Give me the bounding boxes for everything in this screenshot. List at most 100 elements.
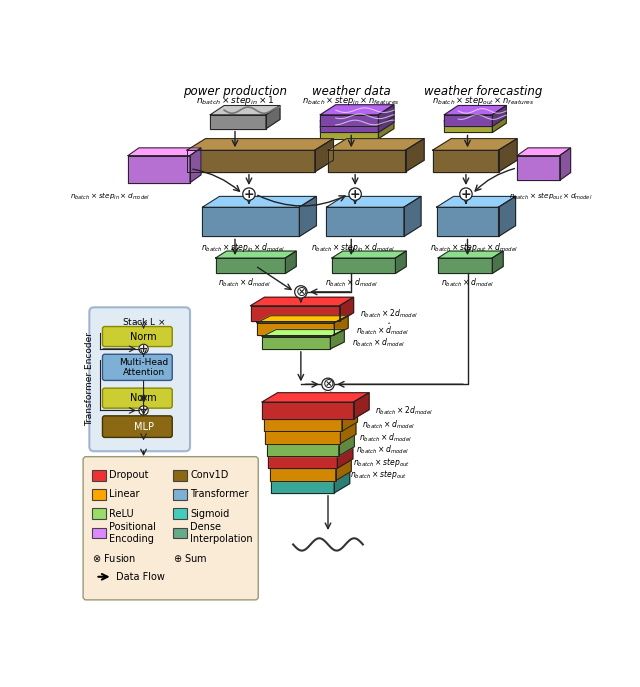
- Polygon shape: [202, 196, 316, 207]
- FancyBboxPatch shape: [83, 457, 259, 600]
- Polygon shape: [315, 139, 333, 172]
- Text: $\oplus$ Sum: $\oplus$ Sum: [173, 552, 207, 564]
- Polygon shape: [187, 139, 333, 150]
- Text: $n_{batch}\times step_{in}\times d_{model}$: $n_{batch}\times step_{in}\times d_{mode…: [70, 191, 149, 202]
- Polygon shape: [332, 251, 406, 258]
- Polygon shape: [264, 419, 342, 431]
- Polygon shape: [433, 139, 517, 150]
- Text: $n_{batch}\times \hat{d}_{model}$: $n_{batch}\times \hat{d}_{model}$: [356, 321, 409, 337]
- Polygon shape: [560, 148, 571, 180]
- Polygon shape: [187, 150, 315, 172]
- Polygon shape: [499, 196, 516, 236]
- Polygon shape: [190, 148, 201, 183]
- Polygon shape: [262, 337, 330, 349]
- FancyBboxPatch shape: [102, 416, 172, 438]
- Polygon shape: [438, 251, 503, 258]
- Text: +: +: [244, 188, 254, 201]
- Text: $n_{batch}\times step_{out}\times n_{features}$: $n_{batch}\times step_{out}\times n_{fea…: [432, 94, 534, 107]
- Polygon shape: [300, 196, 316, 236]
- Text: $n_{batch}\times step_{in}\times d_{model}$: $n_{batch}\times step_{in}\times d_{mode…: [201, 240, 285, 254]
- Polygon shape: [320, 117, 394, 127]
- Polygon shape: [268, 447, 353, 456]
- Polygon shape: [320, 121, 378, 133]
- Polygon shape: [492, 112, 506, 133]
- Text: weather forecasting: weather forecasting: [424, 85, 542, 98]
- Polygon shape: [444, 121, 492, 133]
- Polygon shape: [340, 297, 353, 321]
- Text: ReLU: ReLU: [109, 508, 134, 519]
- FancyBboxPatch shape: [173, 489, 187, 499]
- FancyBboxPatch shape: [173, 508, 187, 519]
- Text: $n_{batch}\times step_{in}\times d_{model}$: $n_{batch}\times step_{in}\times d_{mode…: [311, 240, 395, 254]
- FancyBboxPatch shape: [102, 326, 172, 346]
- Polygon shape: [320, 127, 378, 139]
- Polygon shape: [433, 150, 499, 172]
- Polygon shape: [265, 431, 340, 444]
- Circle shape: [349, 188, 362, 200]
- Polygon shape: [334, 471, 349, 493]
- Polygon shape: [270, 459, 351, 469]
- Polygon shape: [378, 117, 394, 139]
- FancyBboxPatch shape: [92, 470, 106, 480]
- Polygon shape: [270, 469, 336, 480]
- Polygon shape: [517, 155, 560, 180]
- Polygon shape: [517, 148, 571, 155]
- Polygon shape: [326, 207, 404, 236]
- Polygon shape: [330, 330, 344, 349]
- Polygon shape: [336, 459, 351, 480]
- FancyBboxPatch shape: [92, 508, 106, 519]
- Text: $\otimes$: $\otimes$: [322, 377, 334, 392]
- Text: Norm: Norm: [130, 332, 157, 341]
- Polygon shape: [492, 251, 503, 273]
- Text: MLP: MLP: [134, 422, 154, 431]
- Circle shape: [460, 188, 472, 200]
- Polygon shape: [210, 115, 266, 128]
- Text: $n_{batch}\times d_{model}$: $n_{batch}\times d_{model}$: [352, 337, 405, 349]
- Polygon shape: [444, 112, 506, 121]
- Text: Positional
Encoding: Positional Encoding: [109, 522, 156, 543]
- Text: +: +: [139, 405, 148, 416]
- Polygon shape: [271, 480, 334, 493]
- Polygon shape: [339, 434, 355, 456]
- Text: Multi-Head
Attention: Multi-Head Attention: [119, 358, 168, 377]
- Text: Dropout: Dropout: [109, 470, 149, 480]
- Text: Transformer: Transformer: [190, 489, 248, 499]
- Text: weather data: weather data: [312, 85, 390, 98]
- Polygon shape: [262, 393, 369, 402]
- Circle shape: [322, 378, 334, 390]
- Text: +: +: [350, 188, 360, 201]
- Polygon shape: [328, 150, 406, 172]
- Polygon shape: [257, 316, 348, 323]
- Text: Dense
Interpolation: Dense Interpolation: [190, 522, 253, 543]
- Text: Linear: Linear: [109, 489, 140, 499]
- Circle shape: [139, 406, 148, 415]
- Polygon shape: [216, 258, 285, 273]
- FancyBboxPatch shape: [173, 470, 187, 480]
- Text: $n_{batch}\times d_{model}$: $n_{batch}\times d_{model}$: [324, 276, 378, 289]
- Text: $n_{batch}\times step_{out}$: $n_{batch}\times step_{out}$: [353, 455, 410, 469]
- Polygon shape: [250, 306, 340, 321]
- Text: $n_{batch}\times 2d_{model}$: $n_{batch}\times 2d_{model}$: [360, 307, 417, 319]
- Polygon shape: [342, 409, 358, 431]
- Polygon shape: [353, 393, 369, 419]
- FancyBboxPatch shape: [92, 528, 106, 539]
- Polygon shape: [285, 251, 296, 273]
- Polygon shape: [262, 402, 353, 419]
- Text: $n_{batch}\times d_{model}$: $n_{batch}\times d_{model}$: [359, 431, 412, 444]
- Polygon shape: [267, 434, 355, 444]
- Polygon shape: [334, 316, 348, 335]
- Polygon shape: [436, 207, 499, 236]
- Text: $n_{batch}\times step_{out}\times d_{model}$: $n_{batch}\times step_{out}\times d_{mod…: [509, 191, 592, 202]
- Polygon shape: [266, 106, 280, 128]
- Text: $n_{batch}\times d_{model}$: $n_{batch}\times d_{model}$: [362, 419, 415, 431]
- Polygon shape: [444, 115, 492, 126]
- Polygon shape: [320, 105, 394, 115]
- Polygon shape: [340, 422, 356, 444]
- Text: $\otimes$: $\otimes$: [294, 285, 307, 299]
- Text: Norm: Norm: [130, 393, 157, 403]
- Polygon shape: [257, 323, 334, 335]
- Text: $n_{batch}\times d_{model}$: $n_{batch}\times d_{model}$: [441, 276, 494, 289]
- Text: +: +: [139, 344, 148, 354]
- Circle shape: [243, 188, 255, 200]
- FancyBboxPatch shape: [92, 489, 106, 499]
